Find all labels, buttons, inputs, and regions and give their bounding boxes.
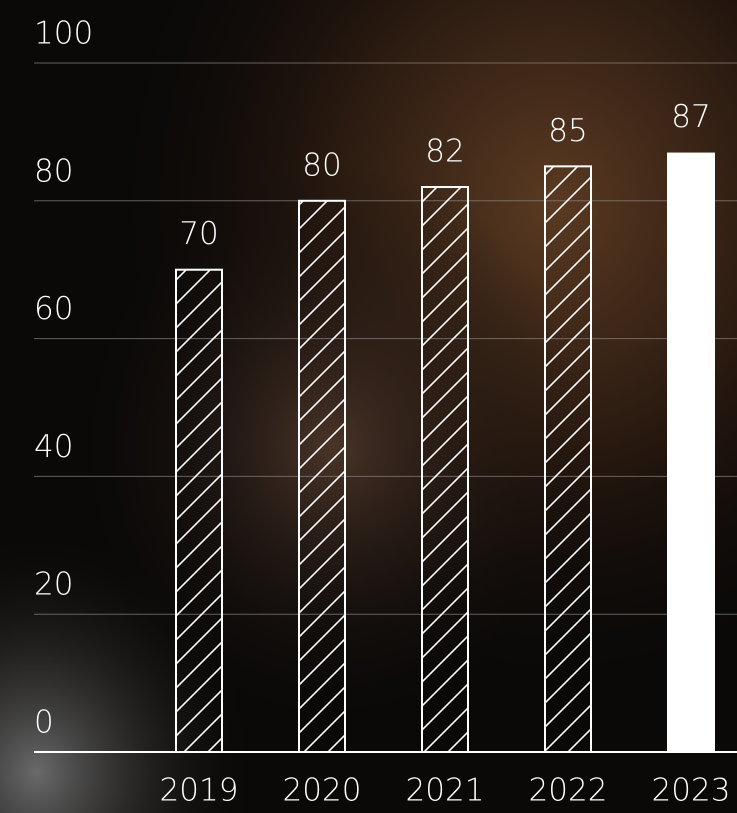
x-tick-label: 2021	[406, 773, 485, 809]
bar	[667, 152, 715, 752]
value-label: 80	[302, 147, 341, 183]
value-label: 82	[425, 134, 464, 170]
x-tick-label: 2020	[283, 773, 362, 809]
value-label: 87	[671, 99, 710, 135]
x-tick-label: 2019	[160, 773, 239, 809]
y-tick-label: 40	[34, 429, 73, 465]
y-tick-label: 100	[34, 16, 93, 52]
bar	[175, 268, 223, 753]
x-tick-label: 2022	[529, 773, 608, 809]
value-label: 70	[179, 216, 218, 252]
bar	[544, 165, 592, 754]
value-label: 85	[548, 113, 587, 149]
bar	[421, 186, 469, 753]
y-tick-label: 60	[34, 291, 73, 327]
y-tick-label: 0	[34, 705, 54, 741]
y-tick-label: 80	[34, 153, 73, 189]
x-tick-label: 2023	[652, 773, 731, 809]
y-tick-label: 20	[34, 567, 73, 603]
bar	[298, 199, 346, 754]
